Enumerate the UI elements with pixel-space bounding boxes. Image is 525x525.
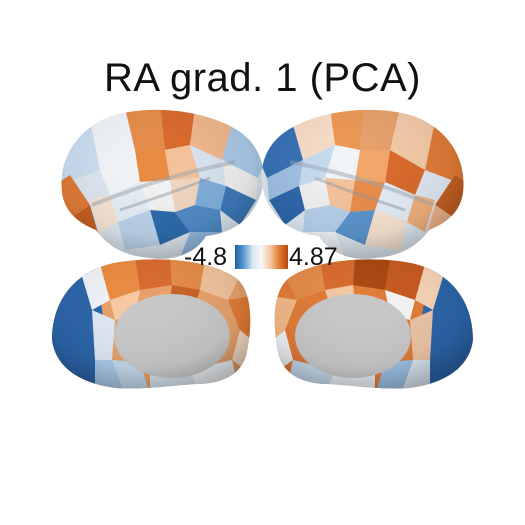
figure-title: RA grad. 1 (PCA): [103, 56, 421, 100]
right-lateral-surface: [261, 109, 464, 259]
left-medial-surface: [52, 259, 251, 389]
right-medial-surface: [274, 259, 473, 389]
colorbar-max-label: 4.87: [289, 243, 338, 271]
colorbar: [235, 245, 288, 269]
colorbar-min-label: -4.8: [184, 243, 228, 271]
